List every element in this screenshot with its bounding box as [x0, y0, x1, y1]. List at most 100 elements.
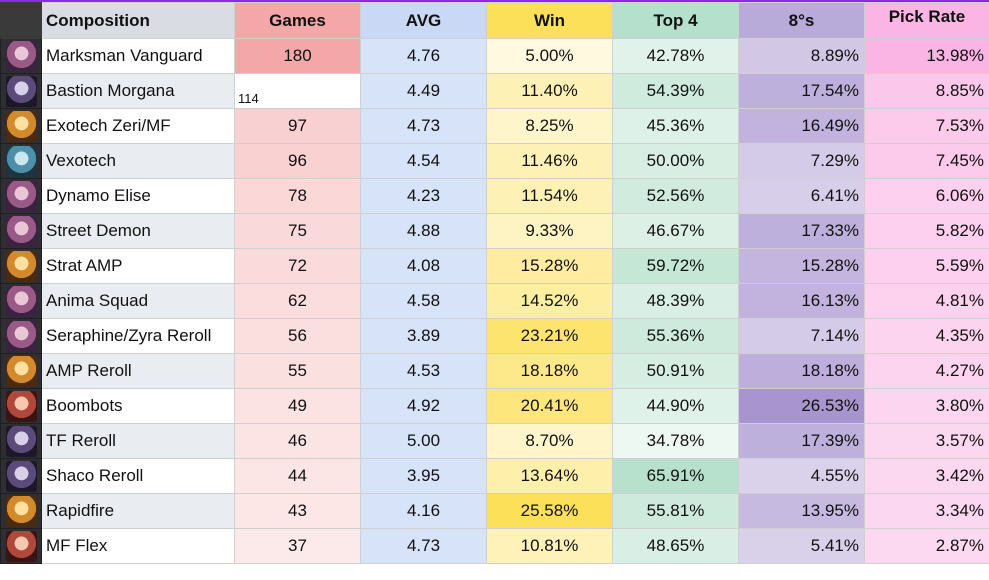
win-cell: 20.41% — [486, 388, 613, 424]
pick-rate-cell: 3.80% — [864, 388, 989, 424]
top4-cell: 42.78% — [612, 38, 739, 74]
avg-cell: 3.89 — [360, 318, 487, 354]
table-row[interactable]: MF Flex 37 4.73 10.81% 48.65% 5.41% 2.87% — [0, 528, 989, 564]
composition-name: Boombots — [41, 388, 235, 424]
games-cell: 97 — [234, 108, 361, 144]
champion-avatar — [5, 496, 37, 527]
eights-cell: 16.49% — [738, 108, 865, 144]
games-cell: 62 — [234, 283, 361, 319]
composition-name: AMP Reroll — [41, 353, 235, 389]
avg-cell: 4.92 — [360, 388, 487, 424]
table-row[interactable]: Seraphine/Zyra Reroll 56 3.89 23.21% 55.36% 7… — [0, 318, 989, 354]
win-cell: 10.81% — [486, 528, 613, 564]
avg-cell: 3.95 — [360, 458, 487, 494]
champion-portrait-icon — [0, 353, 42, 389]
avg-cell: 4.73 — [360, 528, 487, 564]
pick-rate-column-header[interactable]: Pick Rate — [864, 2, 989, 39]
top4-cell: 59.72% — [612, 248, 739, 284]
champion-avatar — [5, 76, 37, 107]
composition-column-header[interactable]: Composition — [41, 2, 235, 39]
composition-name: Shaco Reroll — [41, 458, 235, 494]
champion-avatar — [5, 356, 37, 387]
pick-rate-cell: 4.81% — [864, 283, 989, 319]
table-row[interactable]: Street Demon 75 4.88 9.33% 46.67% 17.33% 5.82% — [0, 213, 989, 249]
composition-name: Marksman Vanguard — [41, 38, 235, 74]
table-row[interactable]: Anima Squad 62 4.58 14.52% 48.39% 16.13% 4.81% — [0, 283, 989, 319]
table-row[interactable]: AMP Reroll 55 4.53 18.18% 50.91% 18.18% 4.27% — [0, 353, 989, 389]
champion-portrait-icon — [0, 493, 42, 529]
win-cell: 11.54% — [486, 178, 613, 214]
table-row[interactable]: Exotech Zeri/MF 97 4.73 8.25% 45.36% 16.49% 7.… — [0, 108, 989, 144]
composition-name: Dynamo Elise — [41, 178, 235, 214]
win-cell: 8.25% — [486, 108, 613, 144]
champion-portrait-icon — [0, 73, 42, 109]
games-cell: 72 — [234, 248, 361, 284]
win-cell: 11.46% — [486, 143, 613, 179]
games-cell: 44 — [234, 458, 361, 494]
champion-portrait-icon — [0, 388, 42, 424]
champion-portrait-icon — [0, 458, 42, 494]
games-cell: 180 — [234, 38, 361, 74]
top4-cell: 50.91% — [612, 353, 739, 389]
table-row[interactable]: Bastion Morgana 114 4.49 11.40% 54.39% 17.54%… — [0, 73, 989, 109]
pick-rate-cell: 5.59% — [864, 248, 989, 284]
top4-cell: 48.39% — [612, 283, 739, 319]
pick-rate-cell: 3.34% — [864, 493, 989, 529]
win-cell: 13.64% — [486, 458, 613, 494]
champion-avatar — [5, 41, 37, 72]
win-cell: 18.18% — [486, 353, 613, 389]
table-row[interactable]: Strat AMP 72 4.08 15.28% 59.72% 15.28% 5.59% — [0, 248, 989, 284]
eights-cell: 6.41% — [738, 178, 865, 214]
pick-rate-cell: 3.42% — [864, 458, 989, 494]
icon-column-header — [0, 2, 42, 39]
win-cell: 9.33% — [486, 213, 613, 249]
composition-name: Seraphine/Zyra Reroll — [41, 318, 235, 354]
eights-cell: 17.33% — [738, 213, 865, 249]
eights-cell: 7.29% — [738, 143, 865, 179]
table-row[interactable]: Vexotech 96 4.54 11.46% 50.00% 7.29% 7.45% — [0, 143, 989, 179]
avg-cell: 4.23 — [360, 178, 487, 214]
win-cell: 11.40% — [486, 73, 613, 109]
composition-name: Vexotech — [41, 143, 235, 179]
games-cell: 114 — [234, 73, 361, 109]
top4-cell: 50.00% — [612, 143, 739, 179]
table-row[interactable]: Dynamo Elise 78 4.23 11.54% 52.56% 6.41% 6.06% — [0, 178, 989, 214]
champion-avatar — [5, 181, 37, 212]
champion-avatar — [5, 531, 37, 562]
table-row[interactable]: Marksman Vanguard 180 4.76 5.00% 42.78% 8.89%… — [0, 38, 989, 74]
avg-cell: 4.54 — [360, 143, 487, 179]
table-row[interactable]: Rapidfire 43 4.16 25.58% 55.81% 13.95% 3.34% — [0, 493, 989, 529]
win-column-header[interactable]: Win — [486, 2, 613, 39]
eights-cell: 16.13% — [738, 283, 865, 319]
games-column-header[interactable]: Games — [234, 2, 361, 39]
games-cell: 56 — [234, 318, 361, 354]
games-cell: 37 — [234, 528, 361, 564]
table-row[interactable]: TF Reroll 46 5.00 8.70% 34.78% 17.39% 3.57% — [0, 423, 989, 459]
pick-rate-cell: 3.57% — [864, 423, 989, 459]
eights-cell: 5.41% — [738, 528, 865, 564]
avg-cell: 4.53 — [360, 353, 487, 389]
top4-cell: 52.56% — [612, 178, 739, 214]
games-cell: 49 — [234, 388, 361, 424]
champion-portrait-icon — [0, 38, 42, 74]
table-row[interactable]: Shaco Reroll 44 3.95 13.64% 65.91% 4.55% 3.42% — [0, 458, 989, 494]
eights-cell: 4.55% — [738, 458, 865, 494]
champion-portrait-icon — [0, 283, 42, 319]
avg-cell: 4.88 — [360, 213, 487, 249]
games-cell: 96 — [234, 143, 361, 179]
top4-cell: 44.90% — [612, 388, 739, 424]
top4-column-header[interactable]: Top 4 — [612, 2, 739, 39]
champion-avatar — [5, 146, 37, 177]
champion-avatar — [5, 286, 37, 317]
table-row[interactable]: Boombots 49 4.92 20.41% 44.90% 26.53% 3.80% — [0, 388, 989, 424]
games-cell: 55 — [234, 353, 361, 389]
pick-rate-cell: 8.85% — [864, 73, 989, 109]
avg-column-header[interactable]: AVG — [360, 2, 487, 39]
eights-cell: 18.18% — [738, 353, 865, 389]
eights-column-header[interactable]: 8°s — [738, 2, 865, 39]
composition-name: Anima Squad — [41, 283, 235, 319]
win-cell: 14.52% — [486, 283, 613, 319]
pick-rate-cell: 7.45% — [864, 143, 989, 179]
top4-cell: 46.67% — [612, 213, 739, 249]
champion-avatar — [5, 391, 37, 422]
